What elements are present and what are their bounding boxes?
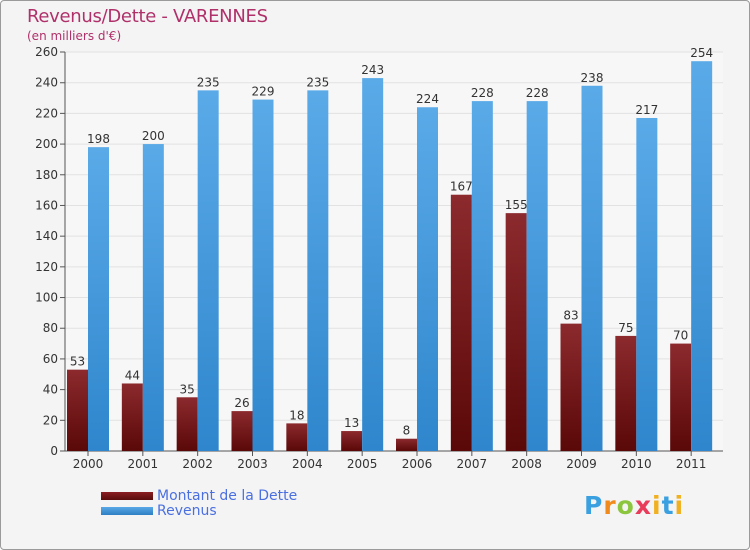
bar-debt	[231, 411, 253, 451]
chart-subtitle: (en milliers d'€)	[27, 29, 122, 43]
data-label-revenue: 235	[197, 75, 220, 89]
bar-revenue	[362, 78, 384, 451]
bar-debt	[121, 383, 143, 451]
data-label-debt: 13	[344, 416, 359, 430]
data-label-debt: 8	[403, 424, 411, 438]
y-tick-label: 120	[35, 260, 58, 274]
data-label-revenue: 224	[416, 92, 439, 106]
bar-debt	[450, 194, 472, 451]
data-label-revenue: 235	[306, 75, 329, 89]
proxiti-logo: Proxiti	[584, 491, 685, 520]
data-label-debt: 18	[289, 408, 304, 422]
bar-revenue	[142, 144, 164, 452]
data-label-debt: 75	[618, 321, 633, 335]
y-tick-label: 80	[43, 321, 58, 335]
data-label-revenue: 229	[252, 85, 275, 99]
x-tick-label: 2008	[511, 457, 542, 471]
bar-debt	[176, 397, 198, 451]
bar-debt	[341, 431, 363, 451]
data-label-revenue: 228	[471, 86, 494, 100]
y-tick-label: 160	[35, 198, 58, 212]
data-label-debt: 53	[70, 355, 85, 369]
data-label-debt: 26	[234, 396, 249, 410]
bar-debt	[615, 335, 637, 451]
data-label-debt: 35	[180, 382, 195, 396]
bar-debt	[670, 343, 692, 451]
bar-revenue	[691, 61, 713, 451]
bar-revenue	[307, 90, 329, 451]
bar-revenue	[88, 147, 109, 451]
data-label-debt: 44	[125, 368, 140, 382]
bar-revenue	[197, 90, 219, 451]
chart-title: Revenus/Dette - VARENNES	[27, 6, 268, 27]
legend-swatch-debt	[101, 491, 153, 500]
y-tick-label: 220	[35, 106, 58, 120]
bar-debt	[286, 423, 308, 451]
y-tick-label: 180	[35, 168, 58, 182]
y-tick-label: 140	[35, 229, 58, 243]
legend-swatch-revenue	[101, 506, 153, 515]
data-label-revenue: 217	[635, 103, 658, 117]
bar-revenue	[471, 101, 493, 451]
legend: Montant de la Dette Revenus	[101, 487, 298, 519]
plot-area	[65, 52, 723, 451]
data-label-revenue: 200	[142, 129, 165, 143]
bar-debt	[396, 438, 417, 451]
legend-item-debt: Montant de la Dette	[101, 487, 298, 504]
legend-label-debt: Montant de la Dette	[157, 487, 298, 504]
x-tick-label: 2009	[566, 457, 597, 471]
bar-revenue	[252, 99, 274, 452]
data-label-revenue: 254	[690, 46, 713, 60]
x-tick-label: 2006	[402, 457, 433, 471]
y-tick-label: 200	[35, 137, 58, 151]
legend-label-revenue: Revenus	[157, 502, 217, 519]
y-tick-label: 20	[43, 413, 58, 427]
x-tick-label: 2001	[128, 457, 159, 471]
y-tick-label: 0	[50, 444, 58, 458]
x-tick-label: 2010	[621, 457, 652, 471]
bar-revenue	[526, 101, 548, 451]
x-tick-label: 2002	[182, 457, 213, 471]
y-tick-label: 260	[35, 45, 58, 59]
data-label-revenue: 228	[526, 86, 549, 100]
data-label-debt: 167	[450, 180, 473, 194]
bar-debt	[505, 213, 527, 451]
y-tick-label: 240	[35, 76, 58, 90]
bar-revenue	[636, 117, 658, 451]
bar-debt	[67, 369, 88, 451]
x-tick-label: 2011	[676, 457, 707, 471]
x-tick-label: 2004	[292, 457, 323, 471]
x-tick-label: 2003	[237, 457, 268, 471]
data-label-revenue: 243	[361, 63, 384, 77]
data-label-debt: 83	[563, 309, 578, 323]
data-label-revenue: 198	[87, 132, 110, 146]
data-label-debt: 155	[505, 198, 528, 212]
data-label-debt: 70	[673, 329, 688, 343]
y-tick-label: 40	[43, 383, 58, 397]
bar-revenue	[581, 85, 603, 451]
x-tick-label: 2005	[347, 457, 378, 471]
y-tick-label: 60	[43, 352, 58, 366]
x-tick-label: 2000	[73, 457, 104, 471]
y-tick-label: 100	[35, 291, 58, 305]
legend-item-revenue: Revenus	[101, 502, 297, 519]
x-tick-label: 2007	[457, 457, 488, 471]
bar-debt	[560, 323, 582, 451]
data-label-revenue: 238	[581, 71, 604, 85]
bar-revenue	[417, 107, 438, 451]
